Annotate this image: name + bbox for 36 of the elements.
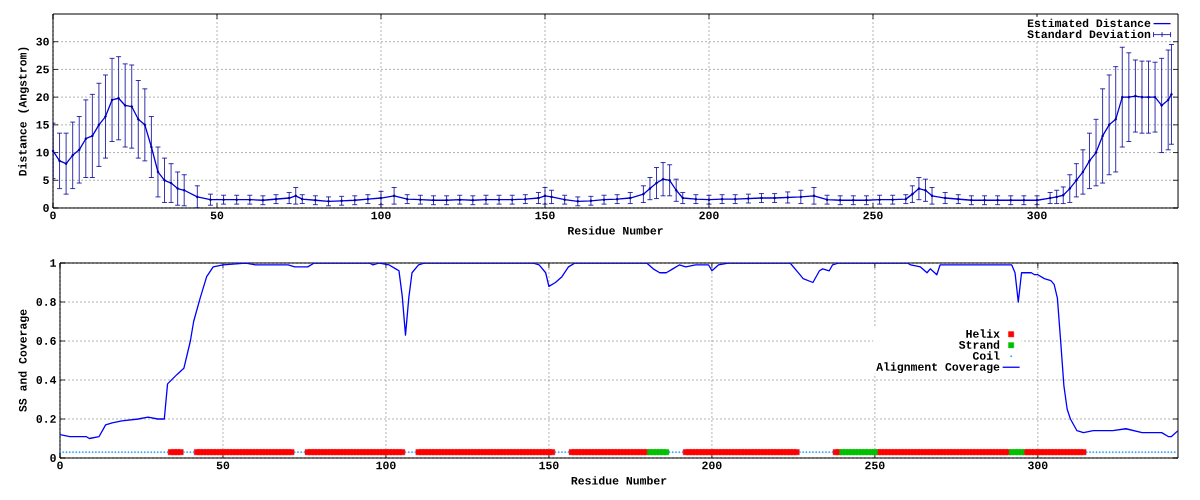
x-tick-label: 0 [57, 461, 63, 470]
x-tick-label: 150 [535, 211, 555, 220]
y-tick-label: 1 [50, 259, 56, 267]
legend-label: Helix [966, 329, 1000, 338]
x-tick-label: 250 [865, 461, 885, 470]
legend-label: Alignment Coverage [876, 362, 1000, 374]
y-tick-label: 0.6 [36, 337, 56, 345]
x-tick-label: 50 [210, 211, 224, 220]
y-tick-label: 0 [43, 204, 49, 212]
x-tick-label: 250 [863, 211, 883, 220]
y-tick-label: 20 [36, 93, 49, 102]
x-tick-label: 300 [1028, 461, 1048, 470]
y-tick-label: 0.4 [36, 376, 57, 384]
y-tick-label: 15 [36, 121, 49, 129]
y-tick-label: 25 [36, 65, 49, 74]
y-tick-label: 10 [36, 148, 49, 157]
y-tick-label: 30 [36, 37, 49, 46]
y-tick-label: 5 [43, 176, 49, 185]
x-tick-label: 200 [699, 211, 719, 220]
x-tick-label: 200 [702, 461, 722, 470]
y-axis-title: SS and Coverage [18, 309, 30, 412]
y-tick-label: 0 [50, 454, 56, 462]
y-tick-label: 0.2 [36, 415, 56, 423]
x-tick-label: 100 [376, 461, 396, 470]
x-axis-title: Residue Number [571, 476, 667, 485]
x-tick-label: 100 [371, 211, 391, 220]
legend-label: Estimated Distance [1027, 18, 1151, 28]
legend-label: Strand [958, 340, 1000, 349]
x-tick-label: 150 [539, 461, 559, 470]
legend-label: Standard Deviation [1027, 29, 1151, 39]
x-tick-label: 50 [216, 461, 230, 470]
y-tick-label: 0.8 [36, 298, 56, 306]
x-axis-title: Residue Number [568, 226, 663, 235]
y-axis-title: Distance (Angstrom) [18, 47, 29, 176]
legend-label: Coil [972, 351, 1000, 360]
x-tick-label: 300 [1027, 211, 1047, 220]
